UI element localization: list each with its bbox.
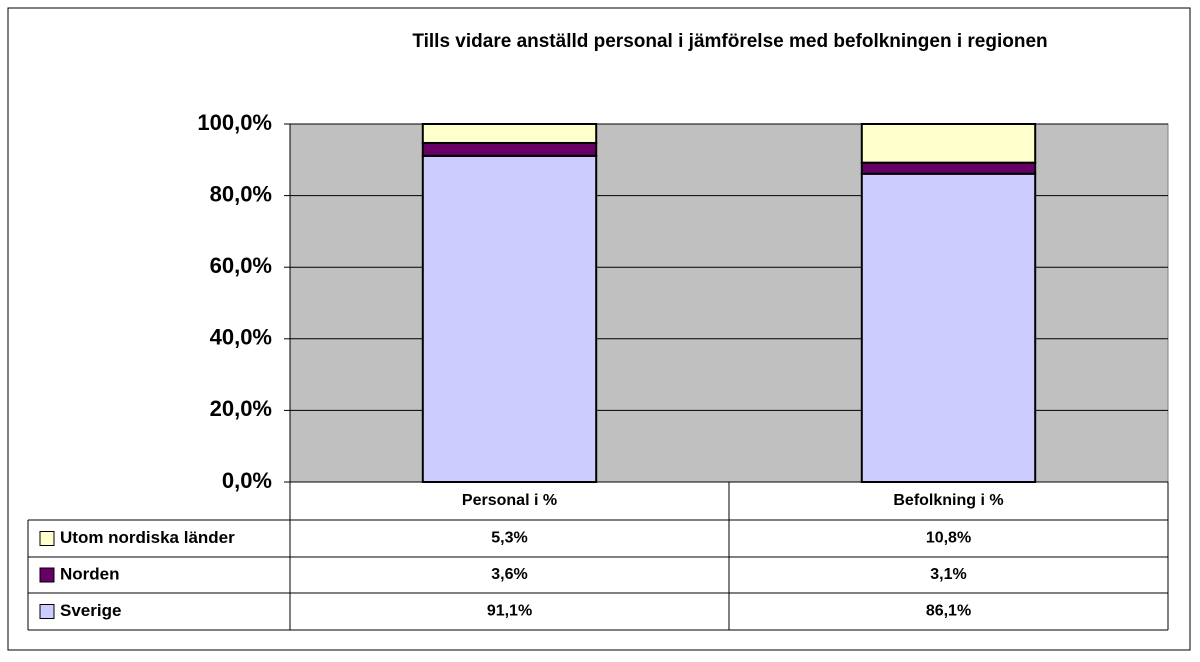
plot-area (289, 123, 1169, 483)
value-label: 10,8% (926, 530, 971, 547)
y-tick-label: 40,0% (210, 325, 272, 350)
value-label: 5,3% (491, 530, 527, 547)
value-label: 3,1% (930, 566, 966, 583)
chart-title: Tills vidare anställd personal i jämföre… (412, 31, 1047, 52)
legend-key (39, 604, 55, 619)
y-tick-label: 80,0% (210, 181, 272, 206)
value-label: 86,1% (926, 603, 971, 620)
legend-label: Sverige (60, 601, 121, 620)
x-tick-label: Personal i % (462, 492, 557, 509)
value-label: 91,1% (487, 603, 532, 620)
y-tick-label: 20,0% (210, 396, 272, 421)
y-tick-label: 60,0% (210, 253, 272, 278)
value-label: 3,6% (491, 566, 527, 583)
bar-segment (860, 161, 1037, 175)
y-tick-label: 100,0% (197, 110, 272, 135)
legend-label: Norden (60, 564, 120, 583)
bar-segment (421, 141, 598, 157)
y-tick-label: 0,0% (222, 468, 272, 493)
bar-segment (860, 172, 1037, 483)
bar-segment (860, 123, 1037, 164)
bar-segment (421, 123, 598, 144)
bar-segment (421, 154, 598, 483)
legend-key (39, 567, 55, 583)
legend-label: Utom nordiska länder (60, 528, 235, 547)
legend-key (39, 531, 55, 546)
x-tick-label: Befolkning i % (893, 492, 1003, 509)
